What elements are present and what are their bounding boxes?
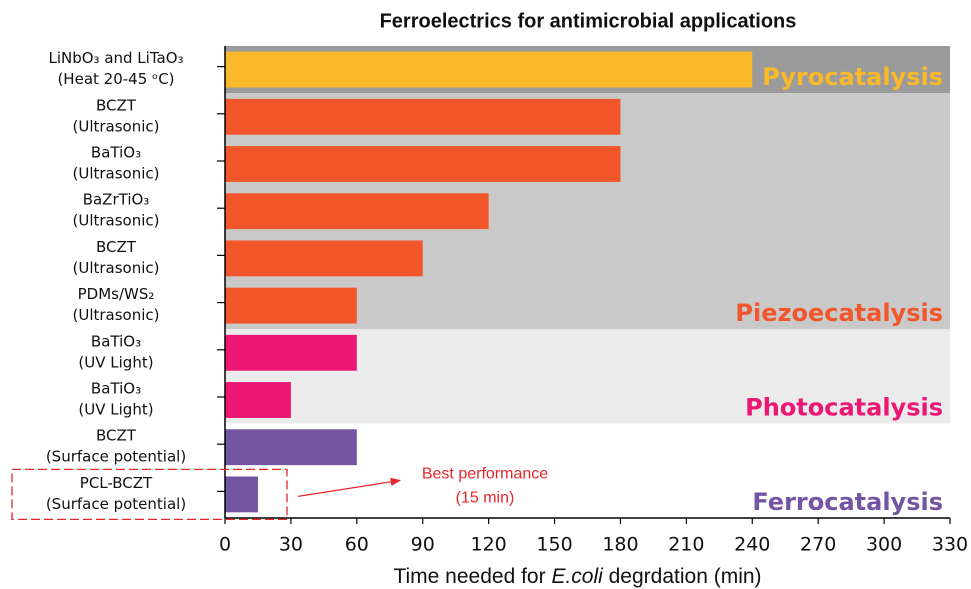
region-label: Ferrocatalysis [752,488,943,516]
bar [225,146,621,182]
annotation-text: (15 min) [456,490,515,507]
x-tick-label: 210 [668,534,704,556]
x-tick-label: 90 [411,534,435,556]
x-tick-label: 180 [602,534,638,556]
y-tick-label: (Ultrasonic) [72,259,159,277]
x-tick-label: 60 [345,534,369,556]
x-axis-label-part: E.coli [551,565,604,588]
y-tick-label: (Heat 20-45 ᵒC) [57,70,174,88]
region-label: Photocatalysis [745,394,943,422]
y-tick-label: BaZrTiO₃ [83,191,150,209]
y-tick-label: (Ultrasonic) [72,212,159,230]
bar [225,98,621,135]
x-tick-label: 270 [800,534,836,556]
x-tick-label: 30 [279,534,303,556]
bar [225,240,423,277]
x-tick-label: 150 [536,534,572,556]
annotation-arrow [297,477,402,498]
y-tick-label: BCZT [96,427,137,445]
region-label: Pyrocatalysis [762,63,943,91]
chart-title: Ferroelectrics for antimicrobial applica… [380,10,797,32]
x-tick-label: 330 [932,534,968,556]
bar [225,51,753,88]
y-tick-label: BCZT [96,96,137,114]
y-tick-label: BaTiO₃ [91,380,141,398]
y-tick-label: BaTiO₃ [91,332,141,350]
y-tick-label: LiNbO₃ and LiTaO₃ [48,49,183,67]
x-axis-label: Time needed for E.coli degrdation (min) [393,565,761,588]
y-tick-label: BaTiO₃ [91,144,141,162]
x-tick-label: 0 [219,534,231,556]
y-tick-label: (Ultrasonic) [72,306,159,324]
annotation-text: Best performance [422,466,548,483]
bar [225,334,357,371]
x-axis-label-part: Time needed for [393,565,551,588]
bar [225,476,258,513]
y-tick-label: BCZT [96,238,137,256]
highlight-box [11,468,288,521]
y-tick-label: PDMs/WS₂ [78,285,155,303]
y-tick-label: (Ultrasonic) [72,165,159,183]
y-tick-label: (UV Light) [78,353,153,371]
bar [225,429,357,466]
bar [225,193,489,230]
y-tick-label: (Surface potential) [46,495,186,513]
x-tick-label: 120 [471,534,507,556]
y-tick-label: (UV Light) [78,401,153,419]
y-tick-label: (Ultrasonic) [72,117,159,135]
y-tick-label: PCL-BCZT [80,474,153,492]
x-tick-label: 240 [734,534,770,556]
x-tick-label: 300 [866,534,902,556]
bar [225,382,291,418]
bar [225,287,357,324]
x-axis-label-part: degrdation (min) [603,565,762,588]
y-tick-label: (Surface potential) [46,448,186,466]
region-label: Piezoecatalysis [735,299,943,327]
